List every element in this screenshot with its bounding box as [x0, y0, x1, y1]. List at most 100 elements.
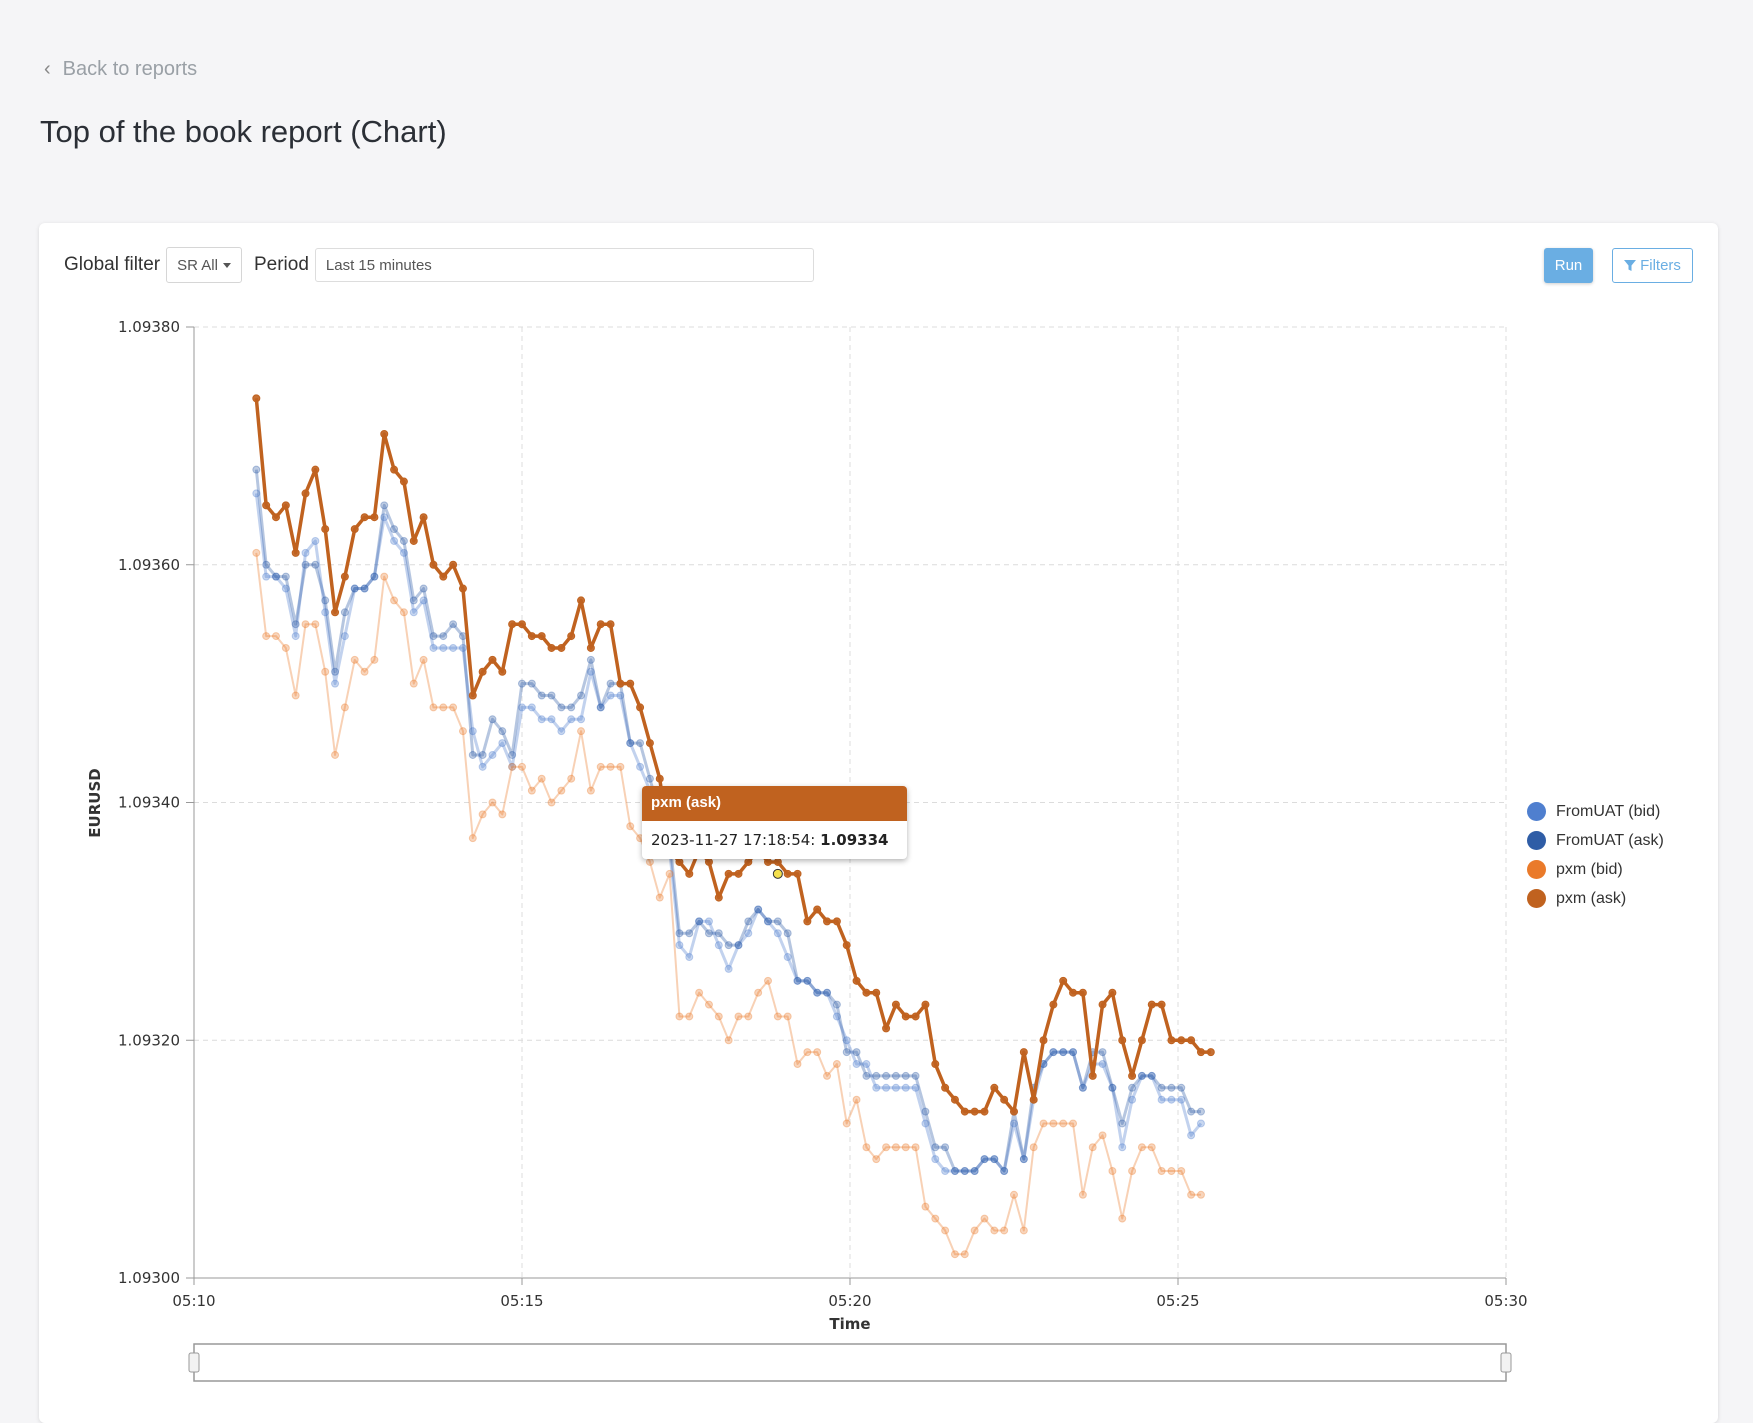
data-point: [695, 917, 704, 926]
y-tick-label: 1.09380: [118, 318, 180, 336]
data-point: [1118, 1036, 1127, 1045]
data-point: [547, 715, 556, 724]
data-point: [921, 1119, 930, 1128]
data-point: [301, 548, 310, 557]
data-point: [586, 643, 595, 652]
data-point: [1187, 1036, 1196, 1045]
range-handle-left: [188, 1352, 200, 1373]
data-point: [537, 632, 546, 641]
data-point: [931, 1143, 940, 1152]
legend-dot-icon: [1527, 831, 1546, 850]
data-point: [901, 1083, 910, 1092]
data-point: [764, 857, 772, 866]
data-point: [1137, 1071, 1146, 1080]
data-point: [1177, 1083, 1186, 1092]
data-point: [1157, 1000, 1166, 1009]
data-point: [941, 1226, 950, 1235]
data-point: [360, 584, 369, 593]
data-point: [370, 513, 379, 522]
period-input[interactable]: [314, 248, 814, 282]
data-point: [891, 1143, 900, 1152]
data-point: [714, 893, 723, 902]
data-point: [1000, 1167, 1009, 1176]
data-point: [321, 596, 330, 605]
legend-item[interactable]: pxm (bid): [1527, 855, 1664, 884]
data-point: [1049, 1000, 1058, 1009]
data-point: [449, 643, 458, 652]
data-point: [980, 1214, 989, 1223]
data-point: [272, 572, 280, 581]
data-point: [1118, 1119, 1127, 1128]
legend-label: FromUAT (bid): [1556, 802, 1661, 820]
data-point: [508, 750, 517, 759]
data-point: [567, 715, 576, 724]
data-point: [458, 643, 467, 652]
legend-item[interactable]: FromUAT (bid): [1527, 797, 1664, 826]
data-point: [734, 869, 743, 878]
data-point: [773, 917, 782, 926]
data-point: [872, 988, 881, 997]
data-point: [744, 1012, 753, 1021]
data-point: [340, 703, 349, 712]
global-filter-select[interactable]: SR All: [166, 247, 242, 283]
data-point: [311, 536, 320, 545]
data-point: [734, 1012, 743, 1021]
data-point: [960, 1250, 969, 1259]
data-point: [862, 988, 871, 997]
legend-item[interactable]: pxm (ask): [1527, 884, 1664, 913]
data-point: [360, 513, 369, 522]
data-point: [754, 988, 763, 997]
data-point: [685, 869, 694, 878]
data-point: [704, 929, 713, 938]
data-point: [409, 536, 418, 545]
data-point: [1137, 1143, 1146, 1152]
data-point: [262, 501, 271, 510]
data-point: [1147, 1071, 1156, 1080]
data-point: [734, 941, 743, 950]
data-point: [419, 513, 428, 522]
y-tick-label: 1.09320: [118, 1031, 180, 1049]
data-point: [577, 727, 586, 736]
data-point: [1177, 1095, 1186, 1104]
data-point: [1059, 976, 1068, 985]
data-point: [783, 1012, 792, 1021]
data-point: [891, 1071, 900, 1080]
data-point: [1069, 988, 1078, 997]
data-point: [1118, 1143, 1127, 1152]
data-point: [488, 715, 497, 724]
data-point: [1078, 988, 1087, 997]
data-point: [793, 869, 802, 878]
legend-label: pxm (bid): [1556, 860, 1623, 878]
data-point: [744, 929, 753, 938]
tooltip-timestamp: 2023-11-27 17:18:54:: [651, 831, 816, 849]
series-line-fromuat-ask: [254, 469, 1201, 1173]
legend-item[interactable]: FromUAT (ask): [1527, 826, 1664, 855]
run-button[interactable]: Run: [1544, 248, 1593, 283]
data-point: [577, 691, 586, 700]
x-tick-label: 05:25: [1156, 1292, 1199, 1310]
data-point: [1128, 1071, 1137, 1080]
data-point: [950, 1167, 959, 1176]
data-point: [1128, 1095, 1137, 1104]
data-point: [272, 632, 280, 641]
data-point: [921, 1000, 930, 1009]
hover-point: [772, 868, 783, 879]
period-label: Period: [253, 254, 309, 275]
data-point: [1088, 1143, 1097, 1152]
data-point: [458, 584, 467, 593]
data-point: [911, 1143, 920, 1152]
back-to-reports-link[interactable]: ‹ Back to reports: [44, 58, 197, 81]
data-point: [970, 1226, 979, 1235]
x-tick-label: 05:15: [500, 1292, 543, 1310]
data-point: [960, 1167, 969, 1176]
data-point: [783, 929, 792, 938]
data-point: [1049, 1119, 1058, 1128]
filters-button[interactable]: Filters: [1612, 248, 1693, 283]
data-point: [311, 560, 320, 569]
data-point: [891, 1083, 900, 1092]
data-point: [429, 643, 438, 652]
data-point: [478, 810, 487, 819]
data-point: [685, 929, 694, 938]
tooltip-series: pxm (ask): [642, 786, 907, 821]
data-point: [518, 620, 526, 629]
